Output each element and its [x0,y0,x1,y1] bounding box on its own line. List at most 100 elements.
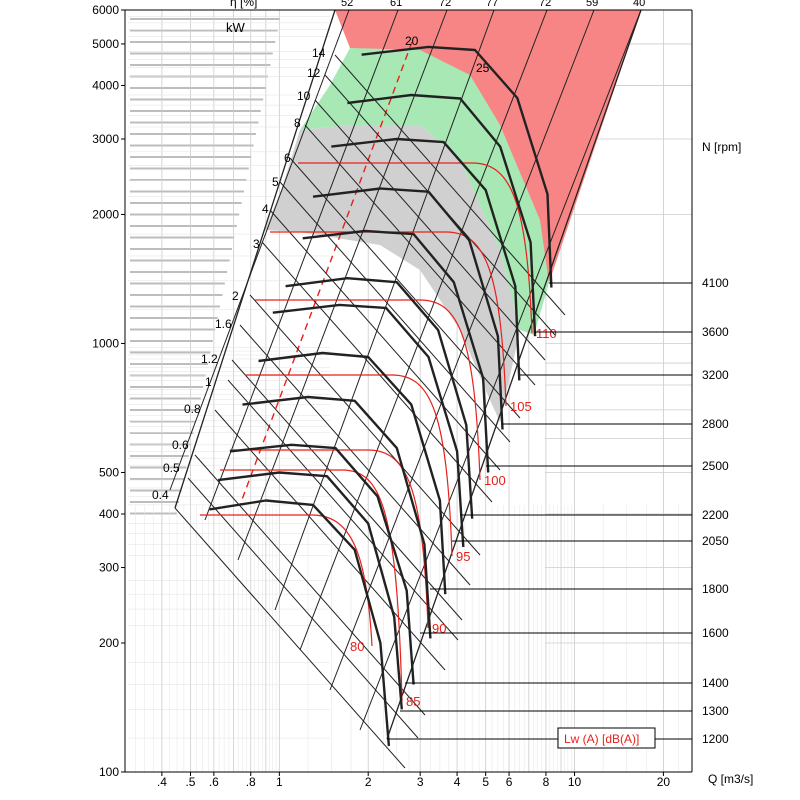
y-tick-label: 500 [99,465,119,479]
x-axis-label: Q [m3/s] [708,772,753,786]
left-bar [130,202,242,204]
y-tick-label: 200 [99,636,119,650]
y-tick-label: 6000 [92,3,119,17]
left-boundary-line [174,9,336,509]
rpm-label: 2800 [702,417,729,431]
performance-curves [209,45,553,747]
efficiency-line [299,9,548,651]
sound-curve [270,231,507,407]
efficiency-label: 72 [439,0,451,9]
x-tick-label: 8 [543,775,550,789]
left-bar [130,489,182,492]
operating-zones [174,9,642,740]
green-zone [300,48,549,335]
efficiency-label: 52 [341,0,353,9]
left-bar [130,259,230,262]
rpm-label: 1800 [702,582,729,596]
left-bar [130,271,228,273]
left-bar [130,87,266,89]
legend: Lw (A) [dB(A)] [557,727,692,749]
axes: .4.5.6.8 1 2 3 4 5 6 8 10 20100200300400500100020… [92,3,693,789]
y-tick-label: 300 [99,561,119,575]
rpm-label: 1600 [702,626,729,640]
power-label: 20 [405,34,419,48]
x-tick-label: 5 [482,775,489,789]
rpm-leaders: 4100 3600 3200 2800 2500 2200 2050 1800 1600 1400… [387,276,729,746]
power-line [334,54,566,316]
sound-curve [245,374,453,557]
power-line [304,124,536,386]
left-bar [130,167,249,170]
left-bar [130,409,199,411]
efficiency-line [237,9,448,561]
power-label: 0.8 [184,402,201,416]
y-tick-label: 5000 [92,37,119,51]
sound-curve [200,514,373,647]
left-bar [130,64,271,66]
power-line [214,409,446,671]
efficiency-line [274,9,495,611]
x-tick-label: 10 [568,775,582,789]
efficiency-line [169,9,350,491]
x-tick-label: .5 [185,775,195,789]
efficiency-label: 40 [633,0,645,9]
left-bar [130,340,213,342]
legend-box [557,727,656,749]
left-bar [130,397,201,400]
power-line [239,324,471,586]
gray-zone [265,125,520,422]
y-tick-label: 4000 [92,78,119,92]
power-label: 0.6 [172,438,189,452]
x-tick-label: 3 [417,775,424,789]
power-label: 5 [272,175,279,189]
left-bar [130,121,259,124]
rpm-label: 1200 [702,732,729,746]
left-bar [130,478,184,480]
sound-label: 110 [536,326,557,341]
rpm-label: 3200 [702,368,729,382]
left-bar [130,236,235,239]
left-bar [130,363,208,365]
power-unit-label: kW [226,20,246,35]
power-label: 2 [232,289,239,303]
left-bar [130,41,276,43]
power-line [194,454,426,716]
left-bar [130,190,244,193]
left-bar [130,144,254,147]
header-label: η [%] [230,0,257,9]
performance-curve [302,229,490,473]
performance-curve [347,93,537,337]
performance-curve [258,351,447,595]
x-tick-label: 20 [657,775,671,789]
power-label: 1 [205,375,212,389]
sound-curve [220,469,403,702]
y-tick-label: 100 [99,765,119,779]
efficiency-label: 59 [586,0,598,9]
left-bar [130,501,180,503]
performance-curve [242,395,432,639]
power-label: 0.5 [163,461,180,475]
power-line [227,379,459,641]
rpm-label: 2050 [702,534,729,548]
left-bar [130,133,256,135]
sound-label: 90 [432,621,446,636]
left-bar [130,282,225,285]
performance-curve [285,277,474,519]
rpm-label: 2200 [702,508,729,522]
left-bar [130,420,196,423]
sound-label: 105 [510,399,532,414]
power-label: 4 [262,202,269,216]
left-bar [130,110,261,112]
rpm-label: 4100 [702,276,729,290]
left-bar [130,52,273,55]
left-bar [130,455,189,457]
left-bar [130,374,206,377]
power-line [231,359,463,621]
power-line [269,209,501,471]
power-line [174,507,406,769]
x-tick-label: .4 [157,775,167,789]
power-label: 12 [307,66,321,80]
efficiency-label: 61 [390,0,402,9]
left-bar [130,179,247,181]
